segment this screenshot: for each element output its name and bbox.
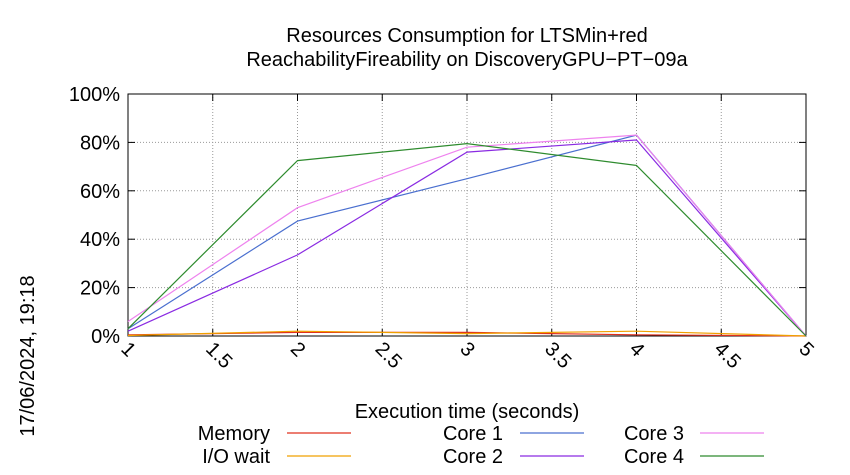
chart-title-line1: Resources Consumption for LTSMin+red bbox=[286, 25, 647, 47]
x-tick-label: 5 bbox=[794, 338, 817, 361]
legend-label-core-3: Core 3 bbox=[624, 423, 684, 445]
x-tick-label: 3.5 bbox=[540, 338, 575, 373]
series-layer bbox=[127, 134, 807, 337]
x-tick-label: 3 bbox=[455, 338, 478, 361]
legend-label-core-4: Core 4 bbox=[624, 446, 684, 468]
x-tick-label: 2 bbox=[286, 338, 309, 361]
x-tick-label: 1.5 bbox=[201, 338, 236, 373]
legend-label-memory: Memory bbox=[198, 423, 270, 445]
y-tick-label: 100% bbox=[69, 84, 120, 106]
y-tick-label: 0% bbox=[91, 326, 120, 348]
legend-label-core-1: Core 1 bbox=[443, 423, 503, 445]
legend-label-core-2: Core 2 bbox=[443, 446, 503, 468]
y-tick-label: 40% bbox=[80, 229, 120, 251]
series-line-core-3 bbox=[127, 134, 807, 337]
side-timestamp-label: 17/06/2024, 19:18 bbox=[17, 275, 39, 436]
legend-label-i-o-wait: I/O wait bbox=[202, 446, 270, 468]
series-line-i-o-wait bbox=[127, 330, 807, 337]
x-tick-label: 4 bbox=[625, 338, 648, 361]
y-tick-label: 80% bbox=[80, 132, 120, 154]
series-line-core-2 bbox=[127, 139, 807, 337]
y-tick-label: 60% bbox=[80, 181, 120, 203]
series-line-core-4 bbox=[127, 142, 807, 337]
grid-layer bbox=[128, 94, 806, 336]
tick-layer: 0%20%40%60%80%100%1 1.5 2 2.5 3 3.5 4 4.5 5 bbox=[69, 84, 818, 373]
x-tick-label: 2.5 bbox=[371, 338, 406, 373]
x-tick-label: 4.5 bbox=[710, 338, 745, 373]
x-axis-label: Execution time (seconds) bbox=[355, 401, 580, 423]
chart-title-line2: ReachabilityFireability on DiscoveryGPU−… bbox=[246, 49, 688, 71]
y-tick-label: 20% bbox=[80, 278, 120, 300]
